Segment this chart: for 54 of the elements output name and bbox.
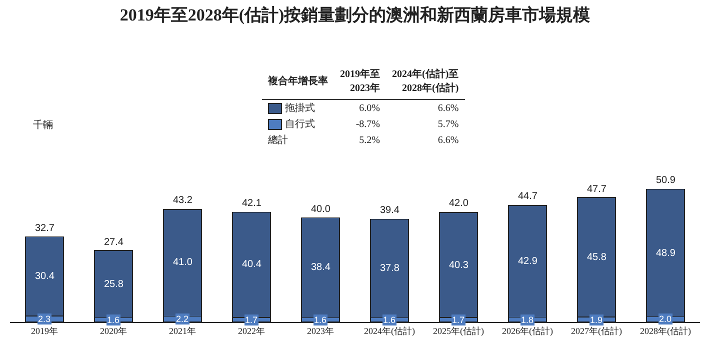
data-label: 2.0	[659, 314, 672, 324]
total-label: 42.1	[242, 198, 262, 209]
data-label: 30.4	[35, 271, 55, 282]
text: 6.6%	[436, 134, 460, 148]
data-label: 1.8	[521, 315, 534, 325]
text: 千輛	[33, 117, 53, 131]
total-label: 50.9	[656, 175, 676, 186]
text: 6.0%	[358, 102, 381, 116]
data-label: 1.6	[107, 315, 120, 325]
legend-label: 自行式	[285, 119, 315, 130]
x-tick-label: 2020年	[100, 326, 127, 336]
x-tick-label: 2026年(估計)	[502, 326, 553, 336]
data-label: 25.8	[104, 279, 124, 290]
data-label: 1.6	[314, 315, 327, 325]
x-tick-label: 2028年(估計)	[640, 326, 691, 336]
x-tick-label: 2022年	[238, 326, 265, 336]
x-tick-label: 2023年	[307, 326, 334, 336]
total-label: 42.0	[449, 198, 469, 209]
text: 複合年增長率	[262, 66, 334, 100]
data-label: 1.6	[383, 315, 396, 325]
x-tick-label: 2021年	[169, 326, 196, 336]
data-label: 37.8	[380, 263, 400, 274]
x-tick-label: 2025年(估計)	[433, 326, 484, 336]
x-tick-label: 2024年(估計)	[364, 326, 415, 336]
text: 2024年(估計)至 2028年(估計)	[386, 66, 465, 100]
data-label: 1.7	[452, 315, 465, 325]
data-label: 38.4	[311, 262, 331, 273]
data-label: 45.8	[587, 252, 607, 263]
legend-label: 拖掛式	[285, 103, 315, 114]
chart-title: 2019年至2028年(估計)按銷量劃分的澳洲和新西蘭房車市場規模	[120, 6, 590, 25]
data-label: 48.9	[656, 248, 676, 259]
text: 5.7%	[436, 118, 460, 132]
x-tick-label: 2027年(估計)	[571, 326, 622, 336]
text: 2019年至 2023年	[334, 66, 386, 100]
data-label: 2.2	[176, 314, 189, 324]
data-label: 41.0	[173, 257, 193, 268]
data-label: 2.3	[38, 314, 51, 324]
total-label: 47.7	[587, 184, 607, 195]
data-label: 1.9	[590, 315, 603, 325]
data-label: 42.9	[518, 256, 538, 267]
text: 總計	[267, 134, 289, 148]
total-label: 32.7	[35, 223, 55, 234]
data-label: 40.3	[449, 260, 469, 271]
data-label: 1.7	[245, 315, 258, 325]
total-label: 43.2	[173, 195, 193, 206]
text: -8.7%	[354, 118, 381, 132]
total-label: 40.0	[311, 204, 331, 215]
total-label: 27.4	[104, 237, 124, 248]
x-tick-label: 2019年	[31, 326, 58, 336]
total-label: 39.4	[380, 205, 400, 216]
text: 6.6%	[436, 102, 460, 116]
total-label: 44.7	[518, 191, 538, 202]
text: 5.2%	[358, 134, 381, 148]
data-label: 40.4	[242, 259, 262, 270]
